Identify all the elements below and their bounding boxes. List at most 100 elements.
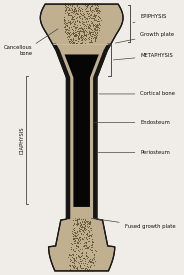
Text: Fused growth plate: Fused growth plate <box>91 218 175 229</box>
Point <box>76 6 79 10</box>
Point <box>68 39 71 43</box>
Point <box>85 233 88 237</box>
Point <box>92 255 95 259</box>
Point <box>68 39 70 43</box>
Point <box>80 17 83 21</box>
Point <box>73 12 76 16</box>
Point <box>80 33 83 37</box>
Point <box>86 2 89 7</box>
Point <box>72 7 75 12</box>
Point <box>94 34 97 38</box>
Point <box>89 220 92 225</box>
Point <box>93 7 96 11</box>
Point <box>90 233 93 237</box>
Point <box>89 36 92 40</box>
Point <box>75 11 78 15</box>
Point <box>82 26 85 30</box>
Point <box>76 217 79 221</box>
Point <box>77 216 80 221</box>
Point <box>75 41 78 45</box>
Point <box>88 220 91 224</box>
Point <box>73 6 76 10</box>
Point <box>75 219 78 223</box>
Point <box>83 33 86 37</box>
Point <box>90 38 93 42</box>
Point <box>87 36 90 41</box>
Point <box>67 40 70 44</box>
Point <box>80 26 83 30</box>
Point <box>96 16 99 21</box>
Point <box>68 21 71 26</box>
Point <box>71 40 74 45</box>
Point <box>73 249 76 254</box>
Point <box>66 12 69 16</box>
Point <box>93 258 96 263</box>
Point <box>72 259 75 263</box>
Point <box>77 37 80 42</box>
Point <box>85 240 88 244</box>
Point <box>83 266 86 271</box>
Point <box>68 10 70 15</box>
Point <box>90 3 93 8</box>
Point <box>88 35 91 39</box>
Point <box>90 30 93 34</box>
Point <box>85 244 88 248</box>
Point <box>90 242 93 246</box>
Point <box>82 230 85 234</box>
Point <box>94 7 97 11</box>
Point <box>93 1 96 5</box>
Point <box>92 29 95 34</box>
Point <box>67 8 70 13</box>
Point <box>74 231 77 235</box>
Point <box>90 4 93 8</box>
Point <box>69 33 72 37</box>
Point <box>94 30 97 34</box>
Point <box>74 6 77 11</box>
Point <box>79 266 82 270</box>
Point <box>77 19 80 24</box>
Point <box>74 234 77 238</box>
Point <box>75 255 78 260</box>
Point <box>69 21 72 26</box>
Point <box>63 25 66 30</box>
Point <box>66 10 69 14</box>
Point <box>83 15 86 19</box>
Point <box>78 31 81 35</box>
Point <box>94 15 97 20</box>
Point <box>89 5 91 10</box>
Point <box>72 9 75 13</box>
Point <box>77 221 80 226</box>
Point <box>89 258 92 263</box>
Point <box>89 12 92 17</box>
Point <box>71 39 74 43</box>
Point <box>78 221 81 225</box>
Point <box>67 32 70 37</box>
Point <box>70 13 72 18</box>
Point <box>82 227 85 231</box>
Point <box>88 268 91 272</box>
Point <box>77 26 80 31</box>
Point <box>75 33 77 37</box>
Point <box>85 33 88 37</box>
Point <box>77 1 79 6</box>
Point <box>77 19 80 23</box>
Point <box>78 226 81 230</box>
Point <box>88 11 91 15</box>
Point <box>81 37 84 42</box>
Point <box>70 25 73 30</box>
Point <box>63 16 66 21</box>
Point <box>69 19 72 24</box>
Point <box>79 232 82 236</box>
Text: METAPHYSIS: METAPHYSIS <box>113 53 173 60</box>
Point <box>64 21 67 25</box>
Point <box>75 233 78 237</box>
Point <box>78 227 81 231</box>
Point <box>95 13 98 17</box>
Point <box>62 17 65 22</box>
Point <box>64 3 67 7</box>
Point <box>72 237 75 241</box>
Point <box>89 40 92 45</box>
Point <box>75 29 78 33</box>
Point <box>84 28 87 32</box>
Point <box>73 20 76 24</box>
